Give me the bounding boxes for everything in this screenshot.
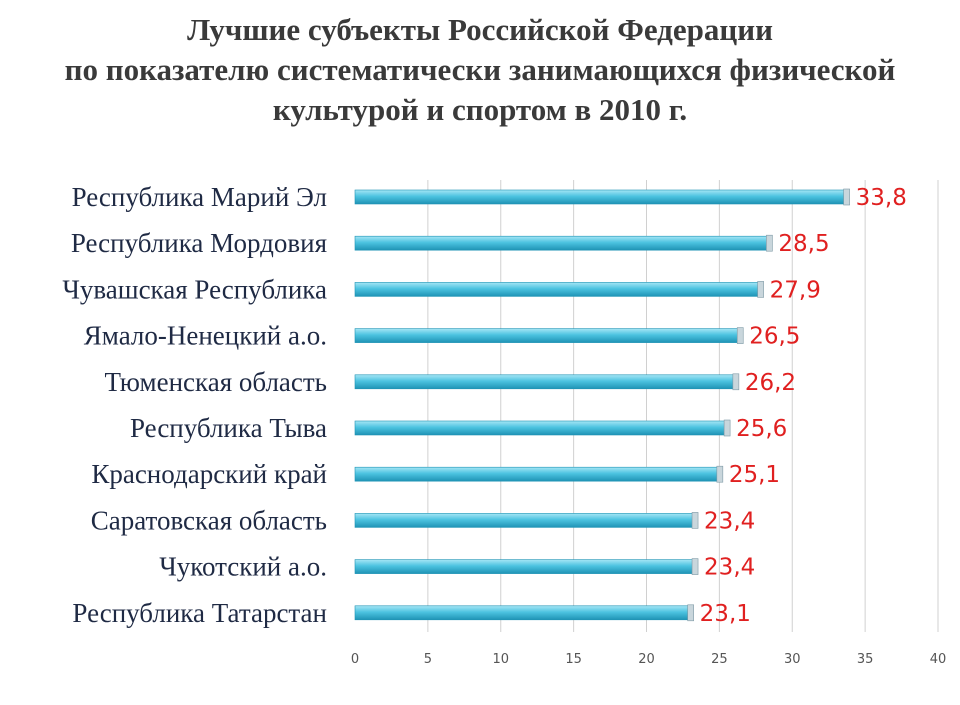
- bar-end-cap: [691, 512, 699, 529]
- bar-end-cap: [736, 327, 744, 344]
- category-label: Ямало-Ненецкий а.о.: [84, 321, 327, 351]
- value-label: 33,8: [856, 185, 907, 211]
- bar-end-cap: [843, 188, 850, 206]
- bar: [354, 374, 738, 390]
- category-label: Краснодарский край: [91, 459, 327, 489]
- chart-title-line-2: по показателю систематически занимающихс…: [64, 52, 896, 87]
- x-tick-label: 10: [492, 652, 509, 667]
- bar-end-cap: [723, 419, 731, 437]
- x-tick-label: 40: [930, 652, 947, 667]
- x-tick-label: 30: [784, 652, 801, 667]
- chart-title: Лучшие субъекты Российской Федерации по …: [0, 10, 960, 130]
- bar-end-cap: [757, 281, 764, 298]
- category-label: Чувашская Республика: [62, 274, 327, 304]
- grid-lines: [427, 180, 939, 632]
- x-tick-label: 25: [711, 652, 728, 667]
- bar: [354, 466, 722, 482]
- bar-end-cap: [766, 234, 773, 252]
- bar: [354, 605, 692, 621]
- value-labels: 33,8 28,5 27,9 26,5 26,2 25,6 25,1 23,4 23,4 23,1: [700, 185, 907, 627]
- bar: [354, 513, 697, 528]
- bar-end-cap: [716, 465, 724, 483]
- value-label: 25,1: [729, 462, 780, 488]
- bar: [354, 420, 729, 436]
- x-tick-label: 15: [565, 652, 582, 667]
- value-label: 26,5: [749, 324, 800, 350]
- value-label: 28,5: [778, 231, 829, 257]
- x-tick-label: 20: [638, 652, 655, 667]
- x-tick-labels: 0 5 10 15 20 25 30 35 40: [351, 652, 946, 667]
- bar-end-cap: [687, 604, 694, 622]
- category-labels: Республика Марий Эл Республика Мордовия Чу…: [62, 182, 327, 628]
- value-label: 25,6: [736, 416, 787, 442]
- category-label: Чукотский а.о.: [159, 552, 327, 582]
- value-label: 23,4: [704, 555, 755, 581]
- chart-title-line-1: Лучшие субъекты Российской Федерации: [187, 12, 773, 47]
- bar-end-cap: [691, 558, 699, 575]
- category-label: Республика Марий Эл: [72, 182, 327, 212]
- bar: [354, 559, 697, 574]
- x-tick-label: 5: [424, 652, 432, 667]
- category-label: Республика Мордовия: [71, 228, 327, 258]
- bar: [354, 235, 771, 251]
- value-label: 23,1: [700, 601, 751, 627]
- bar: [354, 282, 762, 297]
- value-label: 23,4: [704, 508, 755, 534]
- x-tick-label: 0: [351, 652, 359, 667]
- value-label: 26,2: [745, 370, 796, 396]
- category-label: Республика Тыва: [130, 413, 327, 443]
- category-label: Республика Татарстан: [72, 598, 327, 628]
- category-label: Тюменская область: [105, 367, 327, 397]
- bar-end-cap: [732, 373, 740, 391]
- category-label: Саратовская область: [91, 505, 327, 535]
- value-label: 27,9: [770, 277, 821, 303]
- bars: [354, 188, 850, 622]
- chart-title-line-3: культурой и спортом в 2010 г.: [272, 92, 688, 127]
- x-tick-label: 35: [857, 652, 874, 667]
- bar: [354, 189, 848, 205]
- bar: [354, 328, 742, 343]
